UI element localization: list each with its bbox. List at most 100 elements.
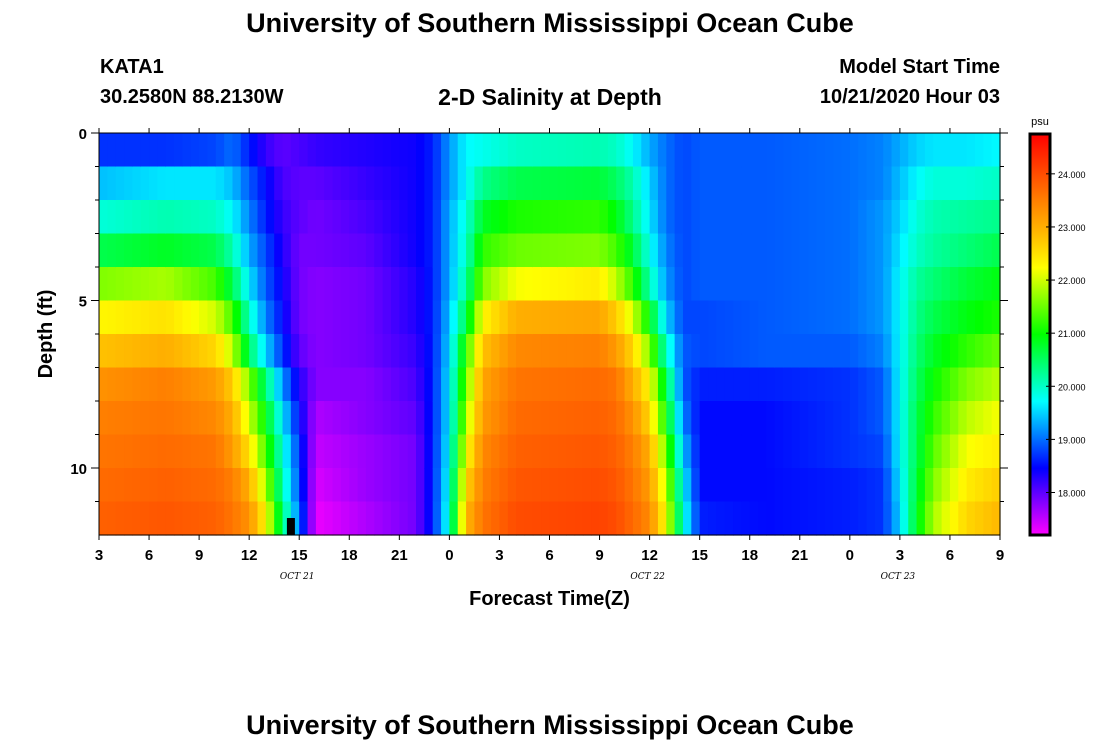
heatmap-cell [357,300,367,335]
heatmap-cell [99,434,108,469]
heatmap-cell [274,367,284,402]
heatmap-cell [282,133,292,168]
heatmap-cell [257,267,267,302]
chart-title: 2-D Salinity at Depth [438,84,662,110]
heatmap-cell [816,501,826,536]
heatmap-cell [257,133,267,168]
heatmap-cell [390,468,400,503]
heatmap-cell [649,367,659,402]
heatmap-cell [524,267,534,302]
heatmap-cell [632,300,642,335]
heatmap-cell [441,300,450,335]
heatmap-cell [733,367,742,402]
heatmap-cell [357,166,367,201]
heatmap-cell [858,166,868,201]
heatmap-cell [607,166,617,201]
heatmap-cell [207,334,217,369]
heatmap-cell [682,434,692,469]
heatmap-cell [699,334,709,369]
heatmap-cell [407,434,417,469]
heatmap-cell [933,434,943,469]
heatmap-cell [491,367,501,402]
heatmap-cell [824,334,834,369]
heatmap-cell [724,133,734,168]
heatmap-cell [607,434,617,469]
heatmap-cell [399,233,409,268]
heatmap-cell [199,300,209,335]
heatmap-cell [190,166,200,201]
heatmap-cell [499,401,509,436]
heatmap-cell [966,501,976,536]
heatmap-cell [983,434,993,469]
heatmap-cell [424,200,434,235]
heatmap-cell [966,166,976,201]
heatmap-cell [149,267,158,302]
heatmap-cell [733,501,742,536]
heatmap-cell [365,300,375,335]
heatmap-cell [299,300,309,335]
heatmap-cell [516,434,526,469]
heatmap-cell [541,334,551,369]
heatmap-cell [783,401,793,436]
heatmap-cell [124,267,133,302]
heatmap-cell [766,367,776,402]
heatmap-cell [657,200,667,235]
heatmap-cell [799,300,809,335]
heatmap-cell [416,468,425,503]
heatmap-cell [441,233,450,268]
heatmap-cell [582,166,592,201]
heatmap-cell [574,401,584,436]
heatmap-cell [115,501,125,536]
heatmap-cell [599,233,609,268]
heatmap-cell [299,233,309,268]
heatmap-cell [99,133,108,168]
heatmap-cell [883,334,893,369]
heatmap-cell [357,401,367,436]
heatmap-cell [758,401,767,436]
heatmap-cell [174,434,184,469]
heatmap-cell [716,267,726,302]
heatmap-cell [340,334,350,369]
heatmap-cell [774,501,784,536]
heatmap-cell [607,267,617,302]
heatmap-cell [591,367,601,402]
heatmap-cell [766,267,776,302]
heatmap-cell [416,200,425,235]
heatmap-cell [699,166,709,201]
heatmap-cell [708,133,717,168]
heatmap-cell [424,334,434,369]
heatmap-cell [149,367,158,402]
heatmap-cell [758,166,767,201]
heatmap-cell [641,367,651,402]
heatmap-cell [624,267,634,302]
heatmap-cell [332,166,342,201]
heatmap-cell [282,468,292,503]
heatmap-cell [365,267,375,302]
heatmap-cell [307,401,317,436]
heatmap-cell [190,401,200,436]
heatmap-cell [532,367,542,402]
heatmap-cell [532,401,542,436]
heatmap-cell [140,300,150,335]
heatmap-cell [349,200,359,235]
x-tick-label: 9 [195,547,203,564]
colorbar-tick-label: 21.000 [1058,329,1086,339]
heatmap-cell [441,367,450,402]
heatmap-cell [124,200,133,235]
heatmap-cell [983,133,993,168]
heatmap-cell [249,501,259,536]
heatmap-cell [399,468,409,503]
heatmap-cell [666,267,676,302]
heatmap-cell [132,401,142,436]
heatmap-cell [315,200,325,235]
heatmap-cell [808,434,818,469]
heatmap-cell [833,501,843,536]
heatmap-cell [624,468,634,503]
heatmap-cell [491,133,501,168]
heatmap-cell [190,300,200,335]
heatmap-cell [849,133,859,168]
heatmap-cell [908,468,918,503]
heatmap-cell [599,434,609,469]
heatmap-cell [165,267,175,302]
heatmap-cell [557,401,567,436]
